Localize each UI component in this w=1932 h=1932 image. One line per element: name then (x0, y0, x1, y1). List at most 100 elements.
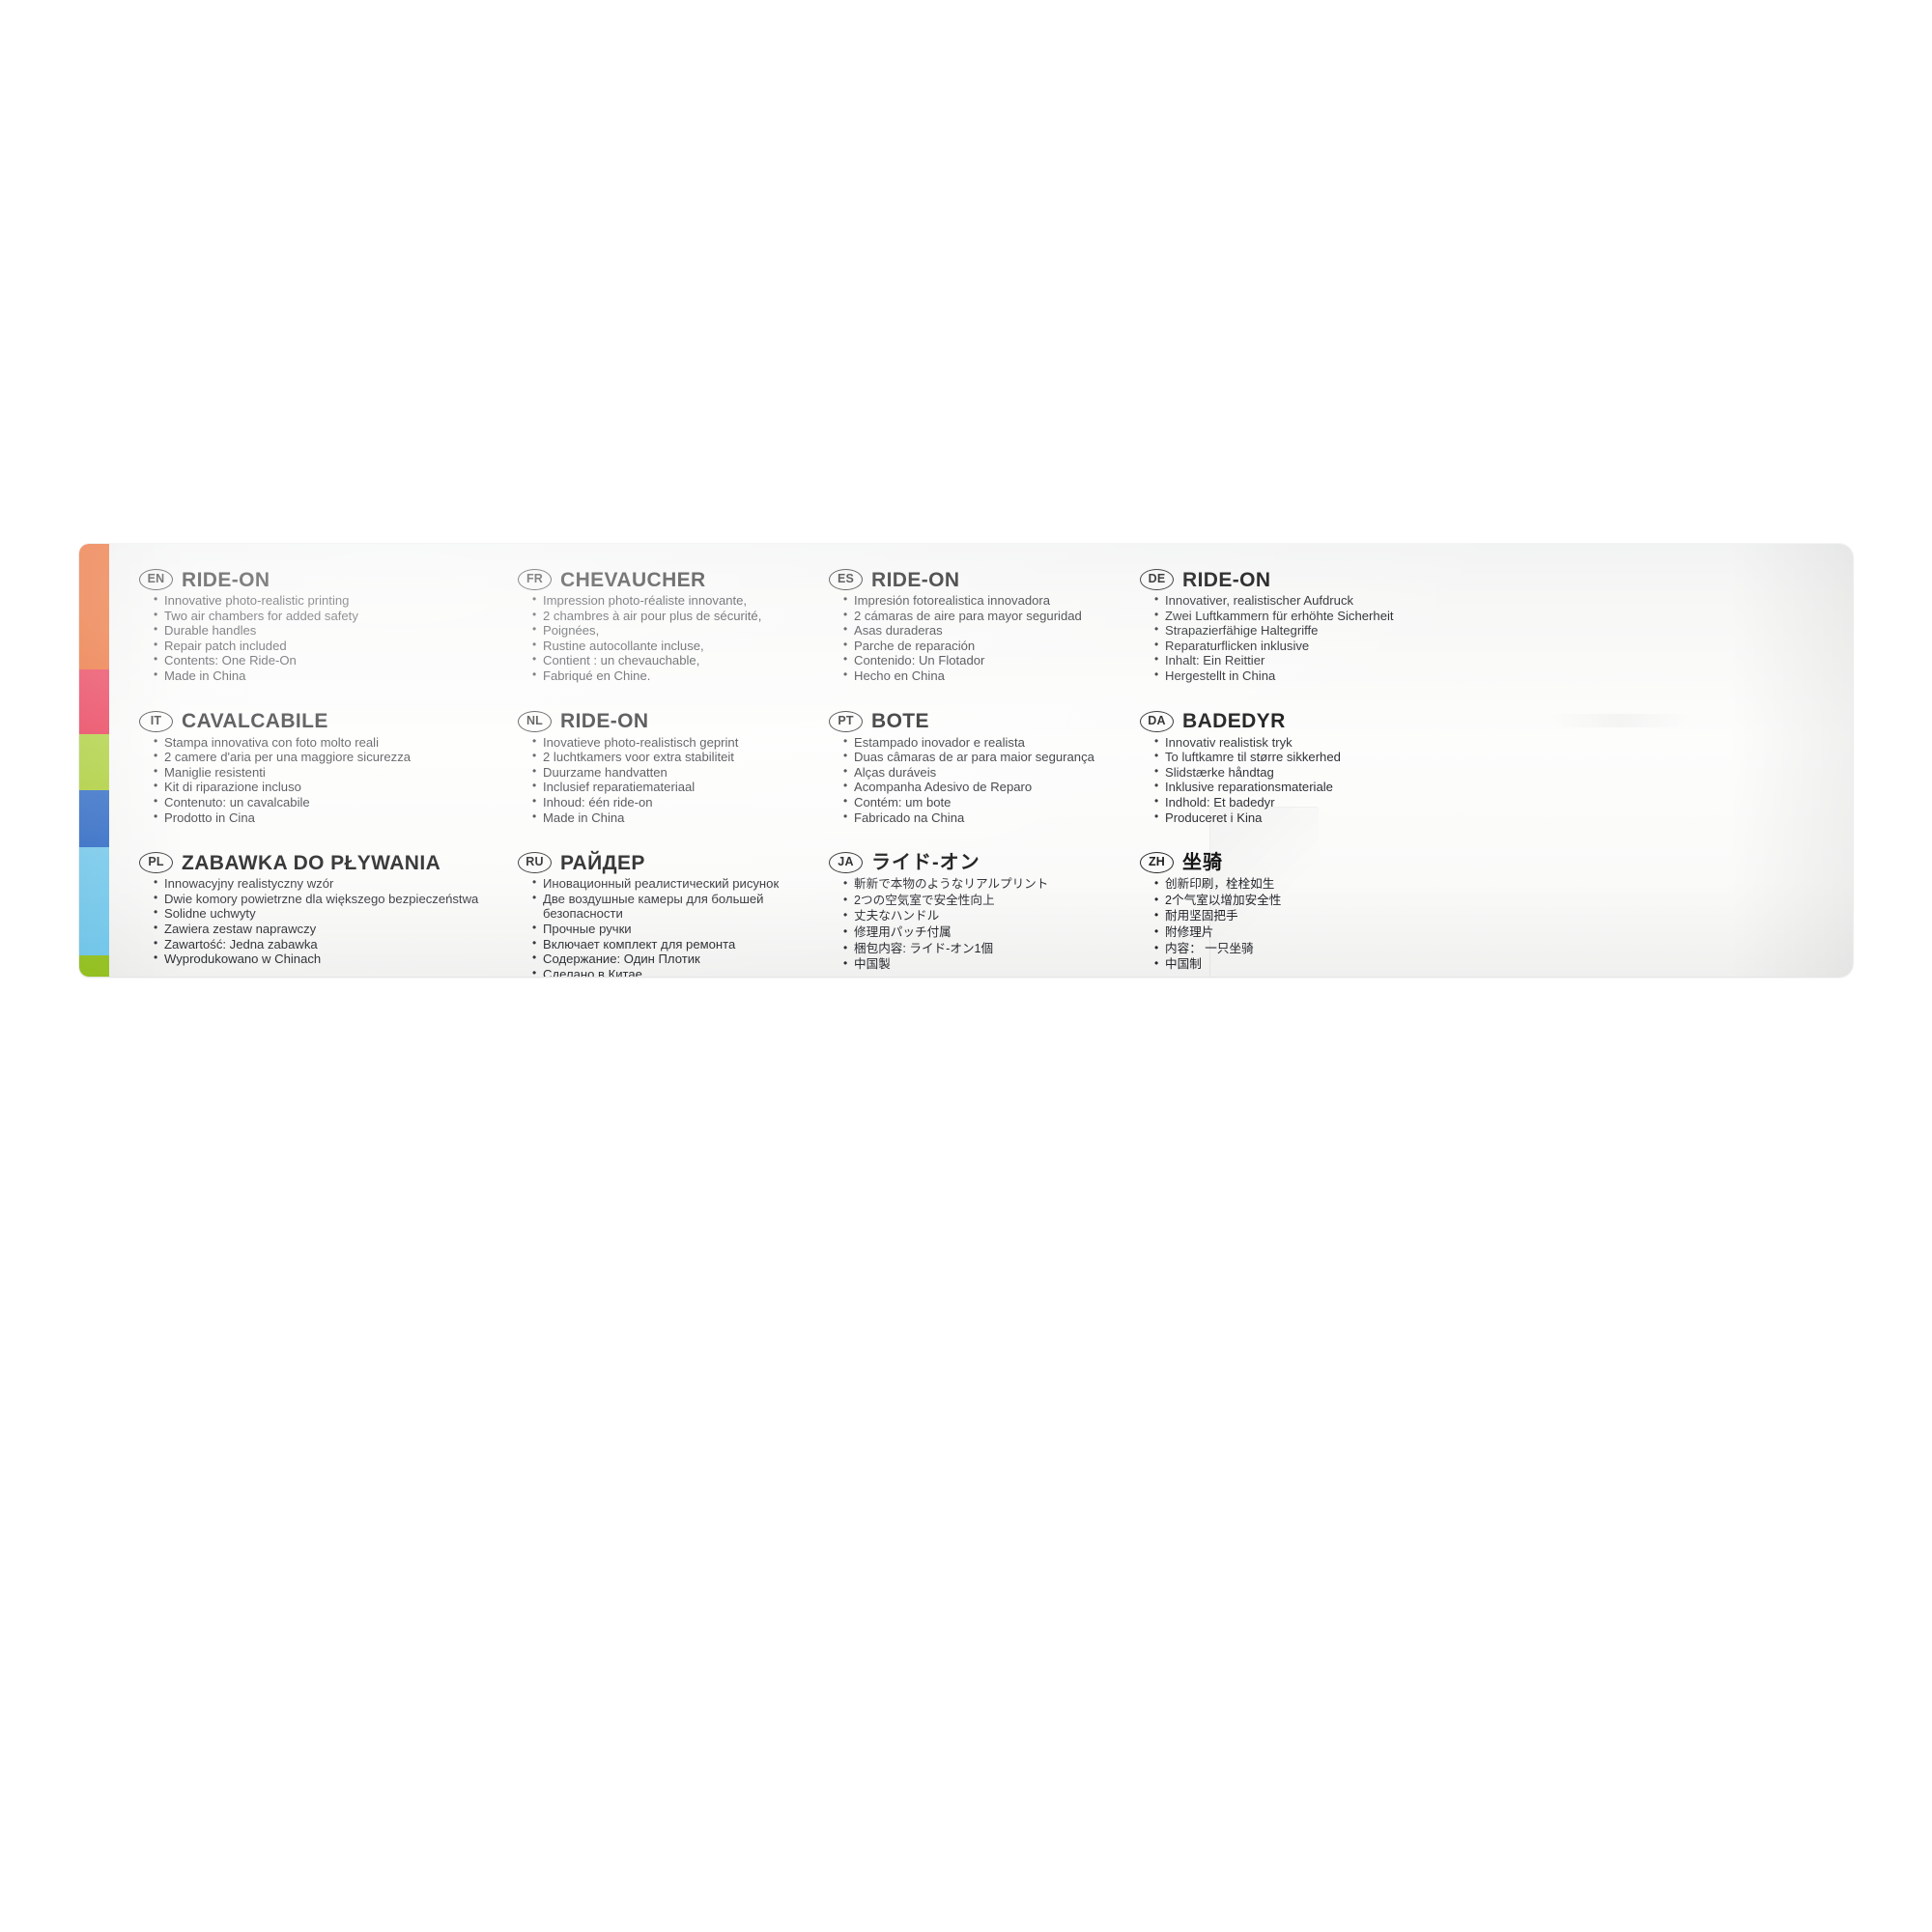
feature-list-item: Duurzame handvatten (532, 764, 837, 781)
feature-list-item: Contenido: Un Flotador (843, 652, 1148, 668)
feature-list: Innowacyjny realistyczny wzórDwie komory… (139, 875, 487, 967)
color-band-blue (79, 790, 109, 847)
feature-list-item: Indhold: Et badedyr (1154, 794, 1488, 810)
feature-list-item: Hecho en China (843, 668, 1148, 684)
feature-list-item: Hergestellt in China (1154, 668, 1488, 684)
language-block-en: EN RIDE-ONInnovative photo-realistic prin… (139, 567, 487, 684)
feature-list-item: 梱包内容: ライド-オン1個 (843, 940, 1148, 957)
feature-list: Impresión fotorealistica innovadora2 cám… (829, 592, 1148, 684)
language-code-badge: PL (139, 852, 173, 874)
block-spacer (829, 827, 1148, 850)
feature-list-item: Poignées, (532, 622, 837, 639)
color-band-green (79, 954, 109, 977)
feature-list-item: 中国製 (843, 955, 1148, 973)
language-block-header: DA BADEDYR (1140, 709, 1488, 734)
feature-list-item: Impression photo-réaliste innovante, (532, 592, 837, 609)
column-3: ES RIDE-ONImpresión fotorealistica innova… (829, 567, 1148, 975)
feature-list: Stampa innovativa con foto molto reali2 … (139, 734, 487, 826)
feature-list: Innovativer, realistischer AufdruckZwei … (1140, 592, 1488, 684)
feature-list-item: 2 chambres à air pour plus de sécurité, (532, 608, 837, 624)
language-block-es: ES RIDE-ONImpresión fotorealistica innova… (829, 567, 1148, 684)
color-band-orange (79, 544, 109, 669)
language-block-header: DE RIDE-ON (1140, 567, 1488, 592)
product-name-heading: CHEVAUCHER (560, 568, 706, 591)
block-spacer (829, 686, 1148, 709)
feature-list-item: Contents: One Ride-On (154, 652, 487, 668)
language-block-header: NL RIDE-ON (518, 709, 837, 734)
block-spacer (518, 686, 837, 709)
language-code-badge: NL (518, 710, 552, 732)
product-name-heading: CAVALCABILE (182, 710, 328, 733)
feature-list-item: Inclusief reparatiemateriaal (532, 779, 837, 795)
feature-list-item: Иновационный реалистический рисунок (532, 875, 837, 892)
language-block-zh: ZH 坐骑创新印刷，栓栓如生2个气室以增加安全性耐用坚固把手附修理片内容： 一只坐… (1140, 850, 1488, 973)
language-code-badge: ZH (1140, 852, 1174, 874)
language-code-badge: IT (139, 710, 173, 732)
feature-list-item: Прочные ручки (532, 921, 837, 937)
language-code-badge: JA (829, 852, 863, 874)
feature-list-item: Inhalt: Ein Reittier (1154, 652, 1488, 668)
feature-list-item: Kit di riparazione incluso (154, 779, 487, 795)
feature-list: Иновационный реалистический рисунокДве в… (518, 875, 837, 977)
feature-list-item: 中国制 (1154, 955, 1488, 973)
feature-list-item: Impresión fotorealistica innovadora (843, 592, 1148, 609)
feature-list-item: Zwei Luftkammern für erhöhte Sicherheit (1154, 608, 1488, 624)
feature-list-item: Zawiera zestaw naprawczy (154, 921, 487, 937)
language-block-header: PL ZABAWKA DO PŁYWANIA (139, 850, 487, 875)
feature-list-item: Innovativer, realistischer Aufdruck (1154, 592, 1488, 609)
color-band-red (79, 668, 109, 735)
product-name-heading: 坐骑 (1182, 852, 1223, 874)
language-code-badge: DE (1140, 569, 1174, 590)
feature-list-item: Inhoud: één ride-on (532, 794, 837, 810)
feature-list-item: 耐用坚固把手 (1154, 907, 1488, 924)
feature-list-item: 2 cámaras de aire para mayor seguridad (843, 608, 1148, 624)
feature-list: Innovativ realistisk trykTo luftkamre ti… (1140, 734, 1488, 826)
language-block-pl: PL ZABAWKA DO PŁYWANIAInnowacyjny realist… (139, 850, 487, 967)
feature-list-item: Innowacyjny realistyczny wzór (154, 875, 487, 892)
product-name-heading: RIDE-ON (182, 568, 270, 591)
block-spacer (139, 827, 487, 850)
feature-list-item: To luftkamre til større sikkerhed (1154, 749, 1488, 765)
feature-list: Inovatieve photo-realistisch geprint2 lu… (518, 734, 837, 826)
feature-list-item: Две воздушные камеры для большей безопас… (532, 891, 837, 922)
feature-list: Innovative photo-realistic printingTwo a… (139, 592, 487, 684)
feature-list-item: Produceret i Kina (1154, 810, 1488, 826)
feature-list-item: 丈夫なハンドル (843, 907, 1148, 924)
language-block-de: DE RIDE-ONInnovativer, realistischer Aufd… (1140, 567, 1488, 684)
feature-list-item: Contém: um bote (843, 794, 1148, 810)
left-color-stripe (79, 544, 109, 977)
language-block-header: JA ライド-オン (829, 850, 1148, 875)
block-spacer (1140, 686, 1488, 709)
feature-list-item: Asas duraderas (843, 622, 1148, 639)
feature-list-item: Reparaturflicken inklusive (1154, 638, 1488, 654)
feature-list-item: 2つの空気室で安全性向上 (843, 892, 1148, 909)
feature-list-item: Slidstærke håndtag (1154, 764, 1488, 781)
product-name-heading: RIDE-ON (1182, 568, 1271, 591)
language-block-header: RU РАЙДЕР (518, 850, 837, 875)
column-4: DE RIDE-ONInnovativer, realistischer Aufd… (1140, 567, 1488, 975)
block-spacer (139, 686, 487, 709)
feature-list: Impression photo-réaliste innovante,2 ch… (518, 592, 837, 684)
language-block-ja: JA ライド-オン斬新で本物のようなリアルプリント2つの空気室で安全性向上丈夫なハ… (829, 850, 1148, 973)
block-spacer (518, 827, 837, 850)
feature-list-item: Repair patch included (154, 638, 487, 654)
feature-list-item: Dwie komory powietrzne dla większego bez… (154, 891, 487, 907)
feature-list-item: Contenuto: un cavalcabile (154, 794, 487, 810)
language-block-header: EN RIDE-ON (139, 567, 487, 592)
product-name-heading: ライド-オン (871, 852, 980, 874)
feature-list-item: 2 luchtkamers voor extra stabiliteit (532, 749, 837, 765)
feature-list-item: Rustine autocollante incluse, (532, 638, 837, 654)
column-2: FR CHEVAUCHERImpression photo-réaliste in… (518, 567, 837, 977)
feature-list-item: Innovativ realistisk tryk (1154, 734, 1488, 751)
feature-list-item: 2个气室以增加安全性 (1154, 892, 1488, 909)
feature-list-item: Made in China (154, 668, 487, 684)
product-name-heading: ZABAWKA DO PŁYWANIA (182, 851, 441, 874)
feature-list-item: Stampa innovativa con foto molto reali (154, 734, 487, 751)
feature-list: Estampado inovador e realistaDuas câmara… (829, 734, 1148, 826)
feature-list-item: Strapazierfähige Haltegriffe (1154, 622, 1488, 639)
feature-list-item: Innovative photo-realistic printing (154, 592, 487, 609)
feature-list-item: Содержание: Один Плотик (532, 951, 837, 967)
feature-list-item: Fabricado na China (843, 810, 1148, 826)
